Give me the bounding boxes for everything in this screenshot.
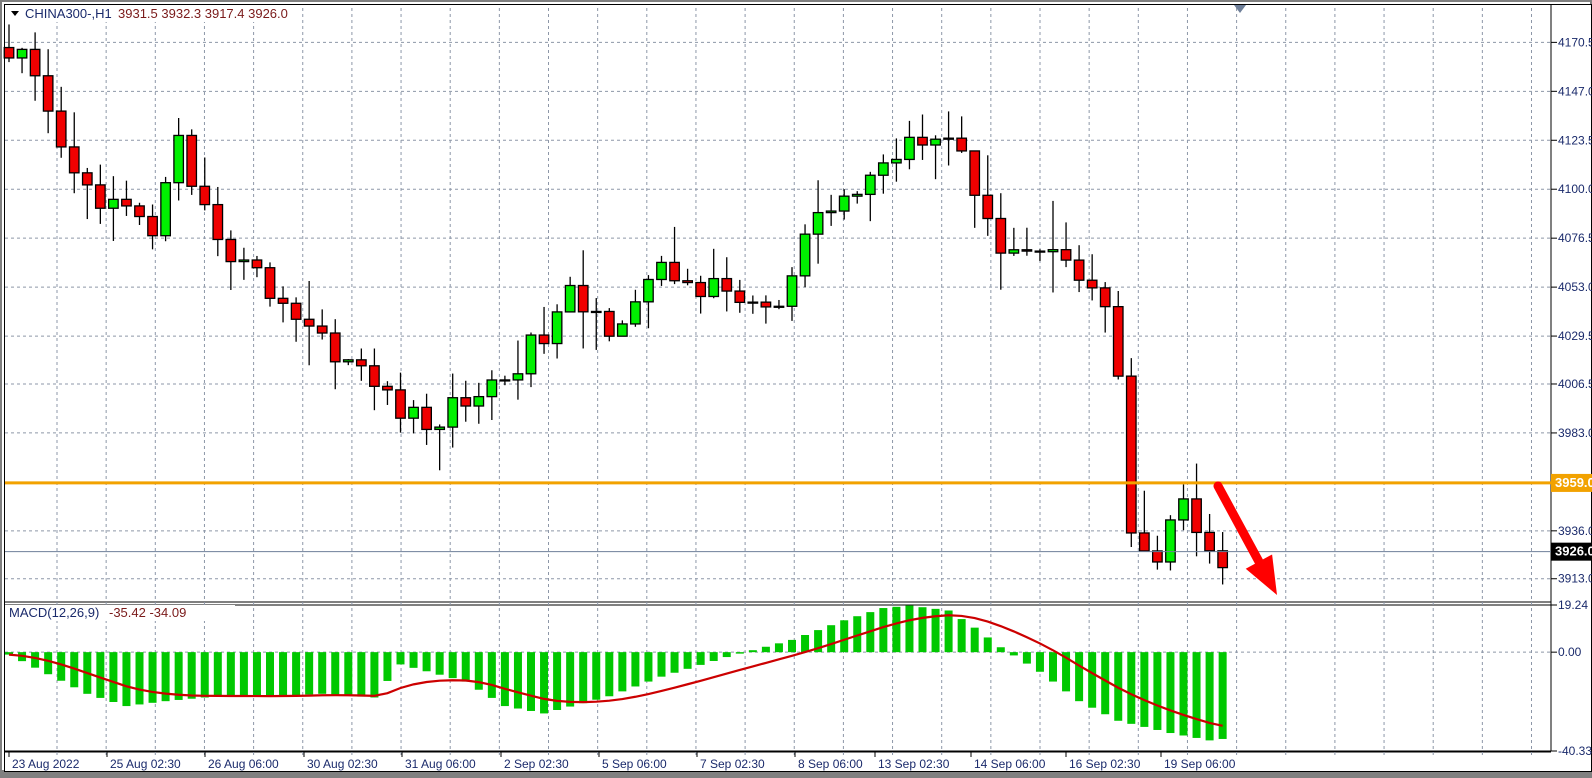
svg-text:13 Sep 02:30: 13 Sep 02:30 (878, 757, 950, 771)
svg-text:16 Sep 02:30: 16 Sep 02:30 (1069, 757, 1141, 771)
svg-text:23 Aug 2022: 23 Aug 2022 (12, 757, 80, 771)
svg-text:14 Sep 06:00: 14 Sep 06:00 (974, 757, 1046, 771)
svg-text:4006.5: 4006.5 (1558, 377, 1592, 391)
svg-text:3931.5 3932.3 3917.4 3926.0: 3931.5 3932.3 3917.4 3926.0 (118, 6, 288, 21)
svg-text:4100.0: 4100.0 (1558, 182, 1592, 196)
svg-text:4076.5: 4076.5 (1558, 231, 1592, 245)
svg-text:19.24: 19.24 (1558, 598, 1588, 612)
svg-text:31 Aug 06:00: 31 Aug 06:00 (405, 757, 476, 771)
svg-text:3913.0: 3913.0 (1558, 572, 1592, 586)
svg-text:CHINA300-,H1: CHINA300-,H1 (25, 6, 112, 21)
svg-text:4029.5: 4029.5 (1558, 329, 1592, 343)
svg-text:3959.0: 3959.0 (1555, 475, 1592, 490)
svg-text:4147.0: 4147.0 (1558, 84, 1592, 98)
svg-text:5 Sep 06:00: 5 Sep 06:00 (602, 757, 667, 771)
svg-text:3936.0: 3936.0 (1558, 524, 1592, 538)
svg-text:7 Sep 02:30: 7 Sep 02:30 (700, 757, 765, 771)
svg-text:MACD(12,26,9): MACD(12,26,9) (9, 605, 99, 620)
svg-text:4053.0: 4053.0 (1558, 280, 1592, 294)
svg-text:25 Aug 02:30: 25 Aug 02:30 (110, 757, 181, 771)
svg-text:30 Aug 02:30: 30 Aug 02:30 (307, 757, 378, 771)
svg-text:4123.5: 4123.5 (1558, 133, 1592, 147)
svg-text:3983.0: 3983.0 (1558, 426, 1592, 440)
svg-text:3926.0: 3926.0 (1555, 544, 1592, 559)
svg-text:0.00: 0.00 (1558, 645, 1582, 659)
svg-text:4170.5: 4170.5 (1558, 35, 1592, 49)
svg-text:19 Sep 06:00: 19 Sep 06:00 (1164, 757, 1236, 771)
svg-text:26 Aug 06:00: 26 Aug 06:00 (208, 757, 279, 771)
svg-text:-40.33: -40.33 (1558, 744, 1592, 758)
svg-text:2 Sep 02:30: 2 Sep 02:30 (504, 757, 569, 771)
svg-text:-35.42 -34.09: -35.42 -34.09 (109, 605, 186, 620)
svg-text:8 Sep 06:00: 8 Sep 06:00 (798, 757, 863, 771)
